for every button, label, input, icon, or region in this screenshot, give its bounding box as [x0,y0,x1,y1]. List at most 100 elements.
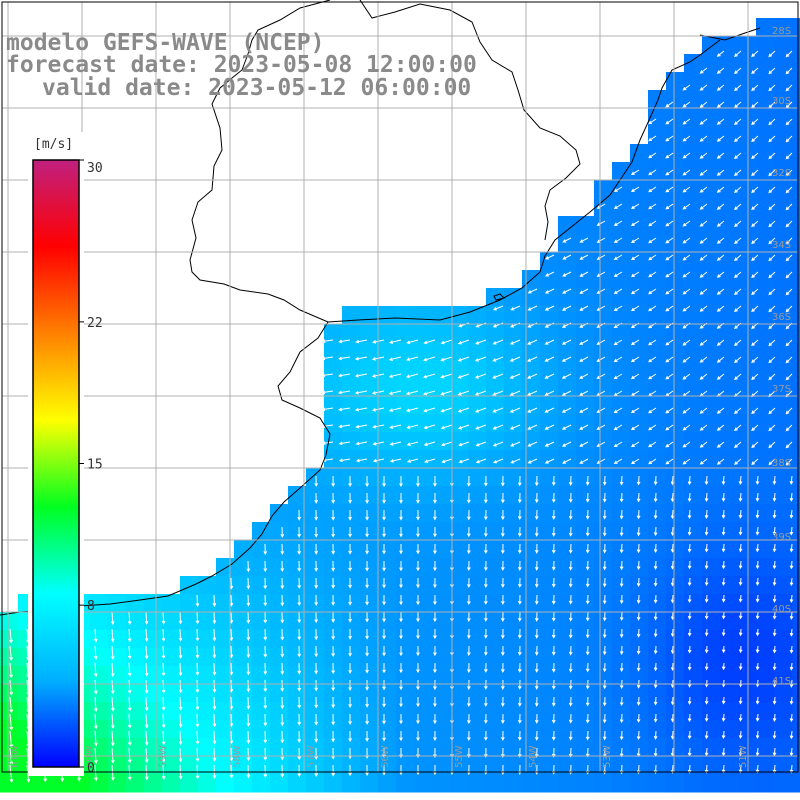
wind-cell [270,738,289,757]
wind-cell [486,738,505,757]
wind-arrow [716,186,725,193]
wind-arrow [246,577,251,590]
wind-cell [612,684,631,703]
wind-cell [756,162,775,181]
wind-arrow [399,493,403,504]
wind-cell [540,540,559,559]
wind-cell [522,486,541,505]
colorbar-tick-label: 30 [87,161,103,176]
wind-arrow [544,441,555,447]
wind-arrow [768,237,776,245]
wind-cell [684,432,703,451]
wind-arrow [545,254,555,260]
wind-arrow [178,611,183,625]
wind-arrow [768,186,776,194]
wind-arrow [734,220,742,227]
wind-cell [396,648,415,667]
wind-cell [90,630,109,649]
wind-cell [594,288,613,307]
wind-arrow [178,628,183,642]
wind-arrow [416,663,420,674]
wind-cell [396,738,415,757]
wind-cell [324,414,343,433]
wind-cell [792,504,800,523]
wind-cell [756,522,775,541]
wind-cell [720,342,739,361]
wind-arrow [110,713,115,730]
wind-cell [504,702,523,721]
wind-cell [90,684,109,703]
wind-cell [630,162,649,181]
wind-arrow [751,135,759,143]
wind-arrow [648,237,657,244]
wind-cell [486,522,505,541]
wind-cell [288,720,307,739]
wind-cell [468,324,487,343]
wind-cell [0,774,19,793]
wind-cell [612,738,631,757]
wind-cell [738,360,757,379]
wind-arrow [372,424,385,429]
wind-arrow [399,714,403,725]
wind-cell [684,666,703,685]
wind-cell [684,450,703,469]
wind-cell [504,432,523,451]
wind-cell [504,396,523,415]
wind-arrow [738,696,743,705]
wind-cell [594,504,613,523]
wind-cell [666,162,685,181]
wind-cell [342,468,361,487]
wind-arrow [579,288,589,294]
wind-cell [180,648,199,667]
wind-cell [432,720,451,739]
wind-cell [774,90,793,109]
wind-cell [558,468,577,487]
wind-cell [378,432,397,451]
wind-cell [252,576,271,595]
wind-cell [270,504,289,523]
wind-arrow [562,254,572,260]
wind-cell [774,486,793,505]
wind-arrow [399,595,403,606]
wind-cell [324,666,343,685]
wind-arrow [551,594,556,605]
wind-cell [306,576,325,595]
wind-cell [576,540,595,559]
wind-arrow [755,526,760,536]
wind-cell [540,684,559,703]
wind-cell [666,72,685,91]
wind-cell [414,432,433,451]
wind-cell [792,126,800,145]
wind-cell [648,324,667,343]
wind-cell [360,648,379,667]
wind-arrow [263,628,268,641]
wind-arrow [534,509,539,520]
wind-cell [126,774,145,793]
wind-arrow [534,662,539,673]
wind-arrow [699,220,708,227]
wind-arrow [699,101,708,108]
wind-arrow [195,679,200,694]
wind-arrow [785,203,793,211]
wind-arrow [785,356,793,364]
wind-arrow [682,424,691,431]
wind-cell [720,684,739,703]
wind-cell [234,630,253,649]
wind-arrow [331,577,336,589]
wind-arrow [716,118,725,125]
wind-cell [252,558,271,577]
wind-cell [684,702,703,721]
wind-cell [648,522,667,541]
wind-arrow [648,118,657,125]
wind-cell [126,702,145,721]
longitude-label: 60W [84,745,95,768]
wind-cell [288,684,307,703]
wind-arrow [544,356,555,362]
wind-arrow [423,339,436,345]
wind-cell [522,558,541,577]
wind-arrow [212,764,217,779]
wind-arrow [785,373,793,381]
wind-arrow [500,492,505,504]
wind-arrow [382,629,386,640]
wind-arrow [789,696,794,705]
